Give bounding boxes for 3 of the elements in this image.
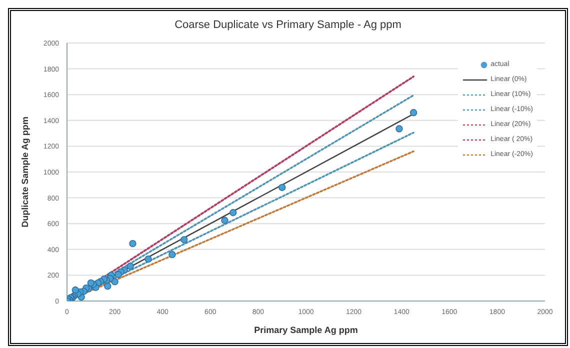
x-axis-title: Primary Sample Ag ppm (254, 325, 358, 335)
chart-title: Coarse Duplicate vs Primary Sample - Ag ppm (174, 19, 402, 31)
y-axis-title: Duplicate Sample Ag ppm (20, 116, 30, 228)
